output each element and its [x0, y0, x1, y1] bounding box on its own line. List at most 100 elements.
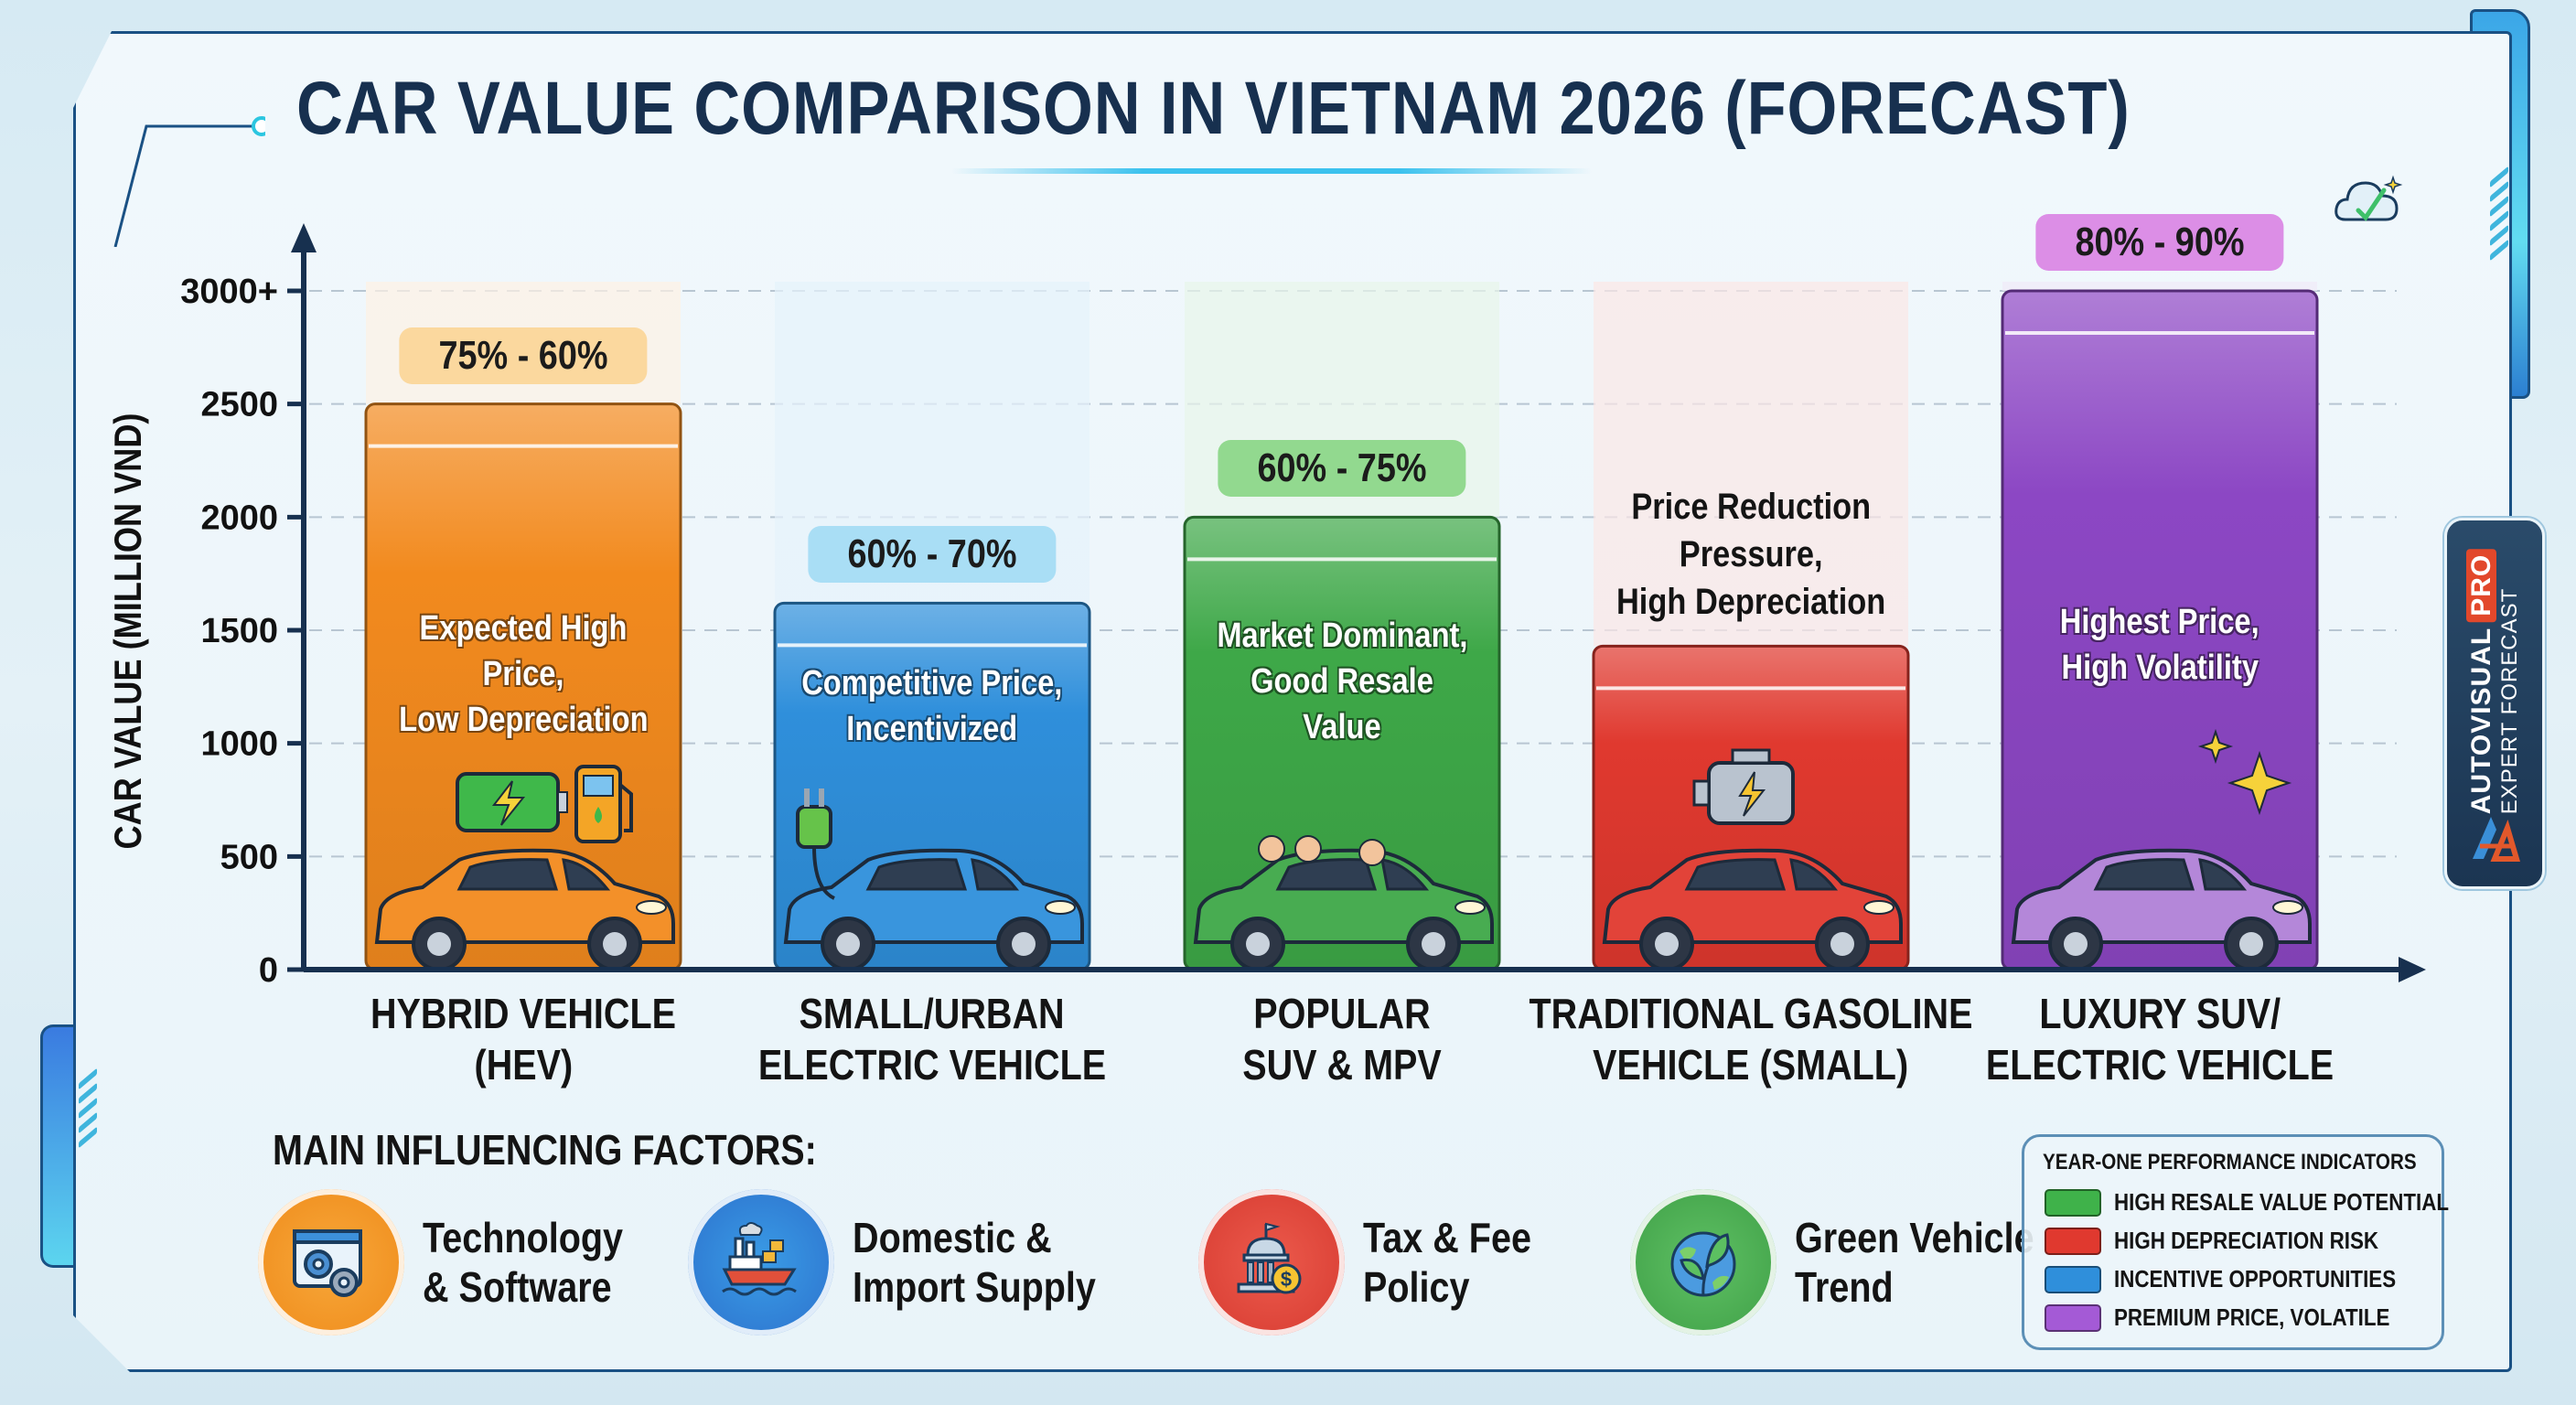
y-tick-label: 2000 [200, 499, 278, 537]
legend-box: YEAR-ONE PERFORMANCE INDICATORS HIGH RES… [2022, 1134, 2449, 1350]
retention-badge: 80% - 90% [2035, 214, 2284, 271]
cloud-check-icon [2334, 175, 2403, 221]
car-window [865, 858, 968, 891]
car-hub [427, 932, 451, 956]
car-window [456, 858, 559, 891]
car-hub [1830, 932, 1854, 956]
legend-item-premium: PREMIUM PRICE, VOLATILE [2045, 1303, 2435, 1332]
brand-badge-text: AUTOVISUAL PRO EXPERT FORECAST [2466, 548, 2523, 815]
brand-badge: AUTOVISUAL PRO EXPERT FORECAST [2444, 518, 2545, 889]
legend-swatch [2045, 1227, 2101, 1255]
x-axis-arrow-icon [2399, 957, 2426, 982]
page-title: CAR VALUE COMPARISON IN VIETNAM 2026 (FO… [296, 67, 2131, 150]
car-body [2011, 848, 2312, 944]
bar-caption: Highest Price, High Volatility [2060, 603, 2259, 687]
car-window [2198, 858, 2248, 891]
car-hub [1012, 932, 1036, 956]
cargo-ship-icon [688, 1189, 834, 1335]
car-hub [1246, 932, 1270, 956]
x-tick-label: TRADITIONAL GASOLINE VEHICLE (SMALL) [1529, 990, 1973, 1089]
axes: 0 500 1000 1500 2000 2500 3000+ [180, 223, 2426, 990]
gears-window-icon [258, 1189, 404, 1335]
factor-supply: Domestic & Import Supply [688, 1189, 1135, 1335]
x-tick-label: LUXURY SUV/ELECTRIC VEHICLE [1985, 990, 2334, 1089]
bar-background-column [1594, 282, 1908, 647]
car-headlight [1045, 900, 1076, 915]
brand-subtitle: EXPERT FORECAST [2497, 587, 2522, 815]
retention-badge: 60% - 75% [1218, 440, 1466, 498]
car-hub [2064, 932, 2088, 956]
car-window [562, 858, 611, 891]
car-window [1380, 858, 1430, 891]
car-headlight [636, 900, 667, 915]
bar-icons [374, 728, 2312, 971]
brand-name: AUTOVISUAL [2466, 627, 2496, 815]
hybrid-battery-fuel-car-icon [374, 848, 675, 971]
car-hub [1655, 932, 1679, 956]
factor-label: Domestic & Import Supply [853, 1214, 1096, 1311]
leaf-globe-icon [1630, 1189, 1776, 1335]
factor-green: Green Vehicle Trend [1630, 1189, 2073, 1335]
legend-label: HIGH RESALE VALUE POTENTIAL [2114, 1188, 2450, 1216]
ev-plug-car-icon [783, 848, 1084, 971]
x-tick-label: SMALL/URBAN ELECTRIC VEHICLE [757, 990, 1107, 1089]
factors-heading: MAIN INFLUENCING FACTORS: [273, 1126, 817, 1174]
family-passengers-icon [1258, 835, 1386, 866]
title-connector-line [113, 116, 265, 247]
x-tick-label: HYBRID VEHICLE (HEV) [370, 990, 677, 1089]
car-body [374, 848, 675, 944]
factor-technology: Technology & Software [258, 1189, 656, 1335]
legend-swatch [2045, 1303, 2101, 1332]
y-tick-label: 500 [220, 838, 278, 876]
legend-item-incentive: INCENTIVE OPPORTUNITIES [2045, 1265, 2442, 1293]
brand-tier: PRO [2466, 548, 2496, 622]
car-window [2093, 858, 2195, 891]
legend-title: YEAR-ONE PERFORMANCE INDICATORS [2043, 1150, 2417, 1174]
legend-label: HIGH DEPRECIATION RISK [2114, 1227, 2379, 1254]
car-headlight [1454, 900, 1486, 915]
legend-swatch [2045, 1265, 2101, 1293]
engine-icon [1692, 748, 1795, 825]
brand-logo-icon [2473, 817, 2521, 862]
engine-sedan-icon [1602, 848, 1903, 971]
bar-caption: Price Reduction Pressure, High Depreciatio… [1615, 487, 1886, 622]
x-tick-label: POPULAR SUV & MPV [1242, 990, 1442, 1089]
bar-background-column [2002, 282, 2317, 291]
y-tick-label: 2500 [200, 386, 278, 424]
retention-badge: 75% - 60% [399, 327, 648, 384]
factor-label: Technology & Software [423, 1214, 624, 1311]
car-body [783, 848, 1084, 944]
title-underline [951, 168, 1592, 174]
legend-label: PREMIUM PRICE, VOLATILE [2114, 1303, 2390, 1331]
car-hub [1422, 932, 1445, 956]
car-body [1602, 848, 1903, 944]
bar-caption: Expected High Price, Low Depreciation [398, 609, 649, 739]
y-tick-label: 1000 [200, 725, 278, 764]
car-window [971, 858, 1020, 891]
factor-label: Tax & Fee Policy [1363, 1214, 1531, 1311]
car-headlight [2272, 900, 2303, 915]
ev-plug-icon [796, 788, 835, 900]
battery-charge-icon [456, 772, 568, 832]
factor-tax: $ Tax & Fee Policy [1198, 1189, 1559, 1335]
y-axis-arrow-icon [291, 223, 317, 252]
sparkle-icon [2197, 728, 2292, 816]
sparkle-luxury-suv-icon [2011, 848, 2312, 971]
bar-caption: Market Dominant, Good Resale Value [1216, 617, 1468, 746]
legend-item-depreciation: HIGH DEPRECIATION RISK [2045, 1227, 2421, 1255]
car-window [1275, 858, 1378, 891]
legend-item-resale: HIGH RESALE VALUE POTENTIAL [2045, 1188, 2504, 1217]
legend-label: INCENTIVE OPPORTUNITIES [2114, 1265, 2397, 1292]
legend-swatch [2045, 1188, 2101, 1217]
y-tick-label: 3000+ [180, 273, 278, 311]
y-tick-label: 1500 [200, 612, 278, 650]
svg-text:$: $ [1281, 1268, 1292, 1291]
government-building-icon: $ [1198, 1189, 1345, 1335]
car-hub [836, 932, 860, 956]
car-window [1684, 858, 1787, 891]
retention-badge: 60% - 70% [808, 526, 1057, 584]
bar-caption: Competitive Price, Incentivized [801, 664, 1063, 748]
y-tick-label: 0 [259, 951, 278, 990]
car-headlight [1863, 900, 1894, 915]
